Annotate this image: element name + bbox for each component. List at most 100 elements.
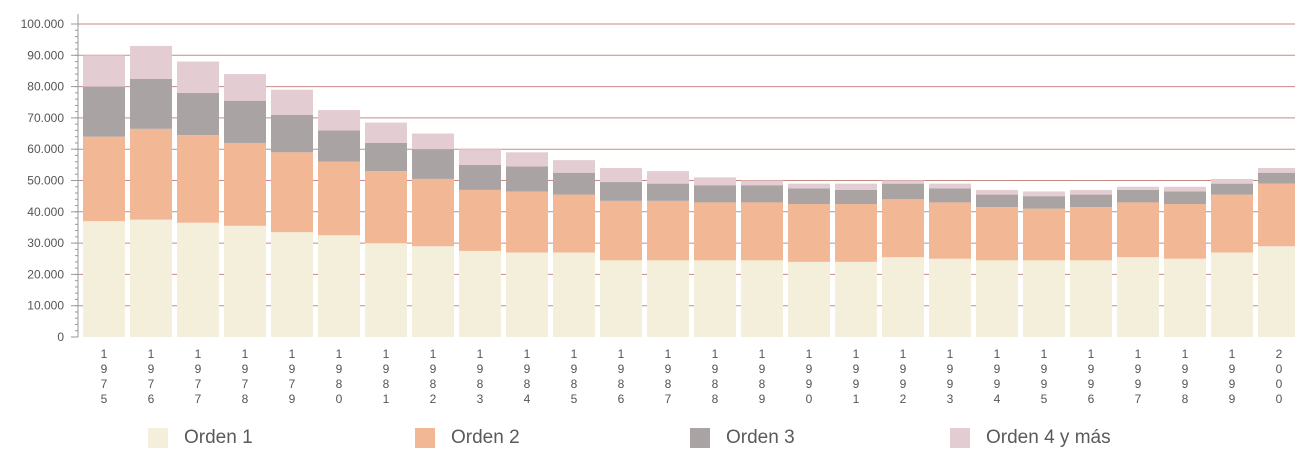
bar-segment — [1117, 186, 1159, 190]
bar-segment — [600, 182, 642, 201]
bar-segment — [83, 55, 125, 87]
bar-segment — [365, 171, 407, 244]
bar-segment — [882, 180, 924, 184]
bar-segment — [788, 203, 830, 262]
bar-segment — [694, 202, 736, 261]
bar-segment — [412, 149, 454, 179]
bar-segment — [929, 188, 971, 203]
legend-item-orden-4: Orden 4 y más — [950, 424, 1111, 452]
bar-segment — [1211, 183, 1253, 195]
bar-segment — [1258, 172, 1295, 184]
bar-segment — [647, 171, 689, 184]
bar-segment — [553, 160, 595, 173]
bar-segment — [83, 221, 125, 337]
legend-swatch — [950, 428, 970, 448]
bar-segment — [130, 128, 172, 220]
bar-segment — [506, 166, 548, 192]
bar-segment — [788, 188, 830, 204]
bar-segment — [694, 185, 736, 203]
bar-segment — [788, 261, 830, 337]
y-tick-label: 80.000 — [27, 80, 64, 94]
x-axis: 1 9 7 5 1 9 7 6 1 9 7 7 1 9 7 8 1 9 7 9 1 9 8 0 1 9 8 1 1 9 8 2 1 9 8 3 1 9 8 4… — [101, 347, 1283, 406]
bar-segment — [835, 183, 877, 190]
bar-segment — [882, 257, 924, 337]
bar-segment — [1164, 186, 1206, 192]
bar-segment — [1164, 203, 1206, 259]
bar-segment — [130, 78, 172, 129]
bar-segment — [1258, 167, 1295, 173]
bar-segment — [1117, 202, 1159, 258]
bar-segment — [600, 200, 642, 261]
bar-segment — [835, 189, 877, 204]
bar-segment — [835, 261, 877, 337]
y-tick-label: 70.000 — [27, 111, 64, 125]
bar-segment — [553, 172, 595, 195]
legend: Orden 1 Orden 2 Orden 3 Orden 4 y más — [0, 424, 1295, 452]
bar-segment — [271, 114, 313, 153]
bars — [83, 45, 1295, 337]
y-axis: 0 10.000 20.000 30.000 40.000 50.000 60.000 70.… — [21, 14, 79, 344]
bar-segment — [1070, 260, 1112, 337]
bar-segment — [365, 142, 407, 172]
bar-segment — [647, 260, 689, 337]
y-tick-label: 100.000 — [21, 17, 65, 31]
y-tick-label: 20.000 — [27, 267, 64, 281]
bar-segment — [600, 260, 642, 337]
bar-segment — [365, 243, 407, 337]
bar-segment — [1023, 191, 1065, 197]
y-tick-label: 10.000 — [27, 299, 64, 313]
bar-segment — [1164, 191, 1206, 204]
bar-segment — [1023, 260, 1065, 337]
bar-segment — [412, 246, 454, 337]
bar-segment — [741, 202, 783, 261]
bar-segment — [412, 133, 454, 150]
legend-item-orden-2: Orden 2 — [415, 424, 520, 452]
bar-segment — [1070, 189, 1112, 195]
bar-segment — [976, 189, 1018, 195]
bar-segment — [318, 161, 360, 236]
bar-segment — [929, 202, 971, 259]
bar-segment — [271, 89, 313, 115]
bar-segment — [459, 250, 501, 337]
y-tick-label: 0 — [57, 330, 64, 344]
bar-segment — [553, 194, 595, 253]
bar-segment — [976, 260, 1018, 337]
bar-segment — [271, 152, 313, 233]
bar-segment — [694, 260, 736, 337]
bar-segment — [788, 183, 830, 189]
bar-segment — [882, 199, 924, 258]
legend-item-orden-3: Orden 3 — [690, 424, 795, 452]
stacked-bar-chart: 0 10.000 20.000 30.000 40.000 50.000 60.000 70.… — [21, 14, 1295, 406]
bar-segment — [553, 252, 595, 337]
y-tick-label: 60.000 — [27, 142, 64, 156]
bar-segment — [271, 232, 313, 337]
legend-label: Orden 1 — [184, 427, 253, 448]
bar-segment — [1117, 257, 1159, 337]
bar-segment — [976, 194, 1018, 208]
bar-segment — [318, 130, 360, 162]
bar-segment — [130, 219, 172, 337]
bar-segment — [177, 222, 219, 337]
y-tick-label: 50.000 — [27, 174, 64, 188]
bar-segment — [694, 177, 736, 186]
legend-swatch — [148, 428, 168, 448]
bar-segment — [83, 136, 125, 222]
